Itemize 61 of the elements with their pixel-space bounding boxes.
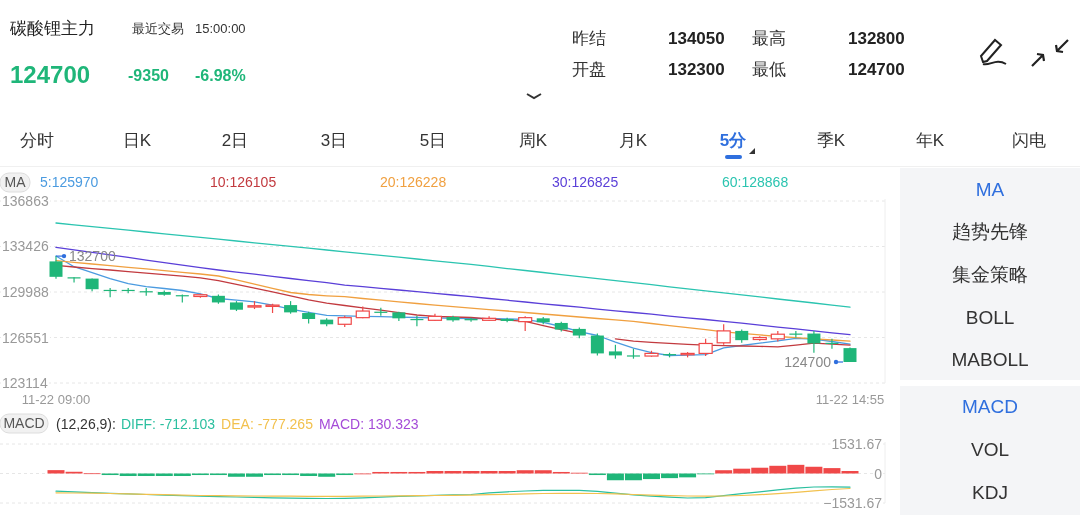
line-series — [55, 222, 851, 308]
candlestick — [590, 332, 604, 356]
text: 碳酸锂主力 — [9, 19, 95, 38]
text: 124700 — [848, 60, 905, 79]
text: 134050 — [668, 29, 725, 48]
text: MACD: 130.323 — [318, 416, 419, 432]
y-tick-label: 123114 — [2, 375, 48, 391]
candlestick — [716, 323, 731, 346]
text: 年K — [915, 131, 945, 150]
text: 5日 — [419, 131, 447, 150]
text: 最近交易 — [132, 21, 184, 36]
text: 季K — [816, 131, 846, 150]
text: 124700 — [10, 61, 91, 88]
text: 昨结 — [572, 29, 606, 48]
text: MABOLL — [951, 349, 1029, 370]
text: 20:126228 — [380, 174, 447, 190]
text: 2日 — [221, 131, 249, 150]
chart-subtitle: (12,26,9): — [56, 416, 116, 432]
text: 分时 — [20, 131, 54, 150]
text: 5分 — [719, 131, 748, 150]
candlestick — [807, 330, 821, 354]
text: 132300 — [668, 60, 725, 79]
y-tick-label: −1531.67 — [823, 495, 883, 511]
text: 月K — [618, 131, 648, 150]
text: 最高 — [752, 29, 786, 48]
y-tick-label: 1531.67 — [831, 436, 883, 452]
text: 闪电 — [1012, 131, 1046, 150]
text: BOLL — [965, 307, 1015, 328]
chart-title: MA — [4, 174, 27, 190]
x-tick-label: 11-22 14:55 — [815, 392, 885, 407]
text: 3日 — [320, 131, 348, 150]
y-tick-label: 129988 — [2, 284, 49, 301]
text: 30:126825 — [552, 174, 619, 190]
y-tick-label: 126551 — [2, 329, 49, 346]
text: 趋势先锋 — [952, 221, 1028, 242]
text: VOL — [970, 439, 1010, 460]
text: 60:128868 — [722, 174, 789, 190]
annotation: 132700 — [69, 248, 116, 265]
line-series — [55, 246, 851, 336]
text: KDJ — [972, 482, 1008, 503]
text: MA — [975, 179, 1005, 200]
y-tick-label: 136863 — [2, 193, 49, 209]
text: 最低 — [752, 60, 786, 79]
text: -9350 — [128, 67, 170, 84]
text: DIFF: -712.103 — [120, 416, 216, 432]
text: -6.98% — [195, 67, 246, 84]
text: 132800 — [848, 29, 905, 48]
y-tick-label: 133426 — [2, 238, 49, 255]
text: DEA: -777.265 — [221, 416, 314, 432]
x-tick-label: 11-22 09:00 — [21, 392, 91, 407]
text: 集金策略 — [952, 264, 1028, 285]
text: MACD — [962, 396, 1018, 417]
chart-title: MACD — [3, 415, 45, 431]
text: 5:125970 — [40, 174, 99, 190]
text: 15:00:00 — [195, 21, 246, 36]
text: 开盘 — [572, 60, 606, 79]
y-tick-label: 0 — [874, 465, 883, 482]
annotation: 124700 — [784, 354, 832, 371]
text: 周K — [518, 131, 548, 150]
text: 日K — [122, 131, 152, 150]
text: 10:126105 — [210, 174, 277, 190]
